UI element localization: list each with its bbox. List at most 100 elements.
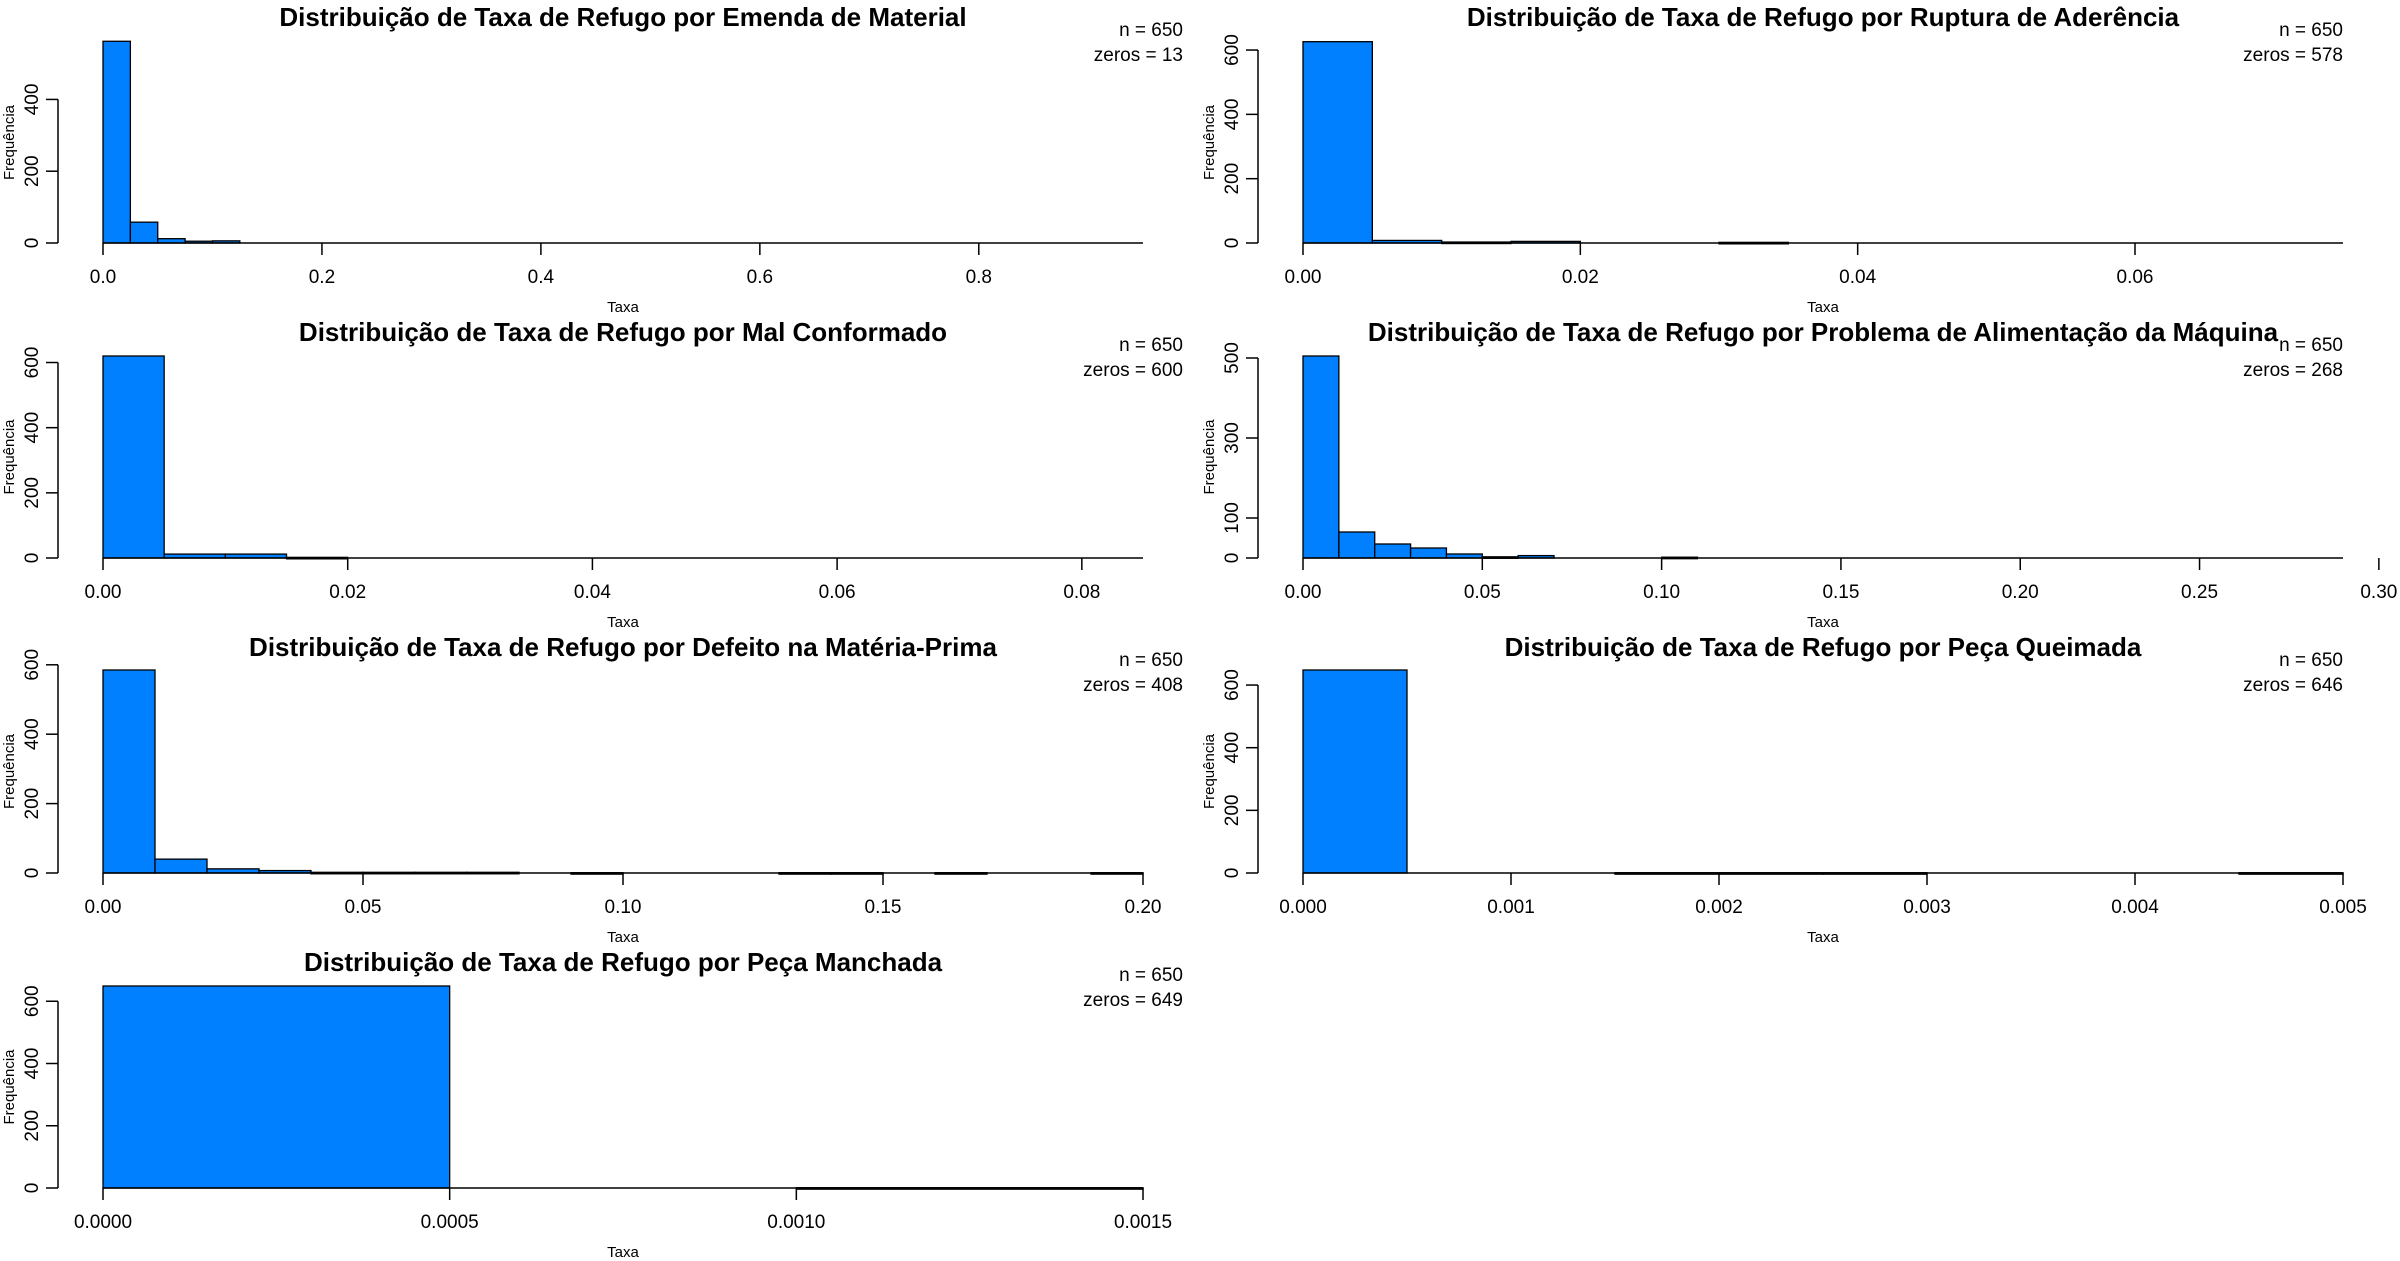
histogram-bar	[102, 985, 451, 1189]
x-tick-label: 0.003	[1903, 897, 1951, 918]
summary-annotation: n = 650	[1119, 335, 1183, 356]
x-tick-label: 0.001	[1487, 897, 1535, 918]
x-tick-label: 0.0005	[421, 1212, 479, 1233]
x-tick-label: 0.30	[2360, 582, 2397, 603]
histogram-panel-1: Distribuição de Taxa de Refugo por Emend…	[1, 2, 1183, 316]
histogram-bar	[1302, 355, 1340, 559]
chart-title: Distribuição de Taxa de Refugo por Emend…	[279, 2, 966, 32]
histogram-bar	[1374, 543, 1412, 559]
x-tick-label: 0.02	[329, 582, 366, 603]
y-tick-label: 100	[1222, 502, 1243, 534]
y-tick-label: 600	[22, 347, 43, 379]
histogram-bar	[1338, 531, 1376, 559]
summary-annotation: n = 650	[2279, 650, 2343, 671]
histogram-bar	[102, 40, 132, 244]
summary-annotation: zeros = 649	[1083, 990, 1183, 1011]
x-tick-label: 0.06	[2117, 267, 2154, 288]
y-axis-label: Frequência	[1201, 419, 1218, 495]
summary-annotation: n = 650	[2279, 20, 2343, 41]
x-tick-label: 0.002	[1695, 897, 1743, 918]
summary-annotation: n = 650	[1119, 965, 1183, 986]
x-tick-label: 0.10	[605, 897, 642, 918]
y-axis-label: Frequência	[1, 1049, 18, 1125]
histogram-bar	[1409, 547, 1448, 559]
histogram-panel-2: Distribuição de Taxa de Refugo por Ruptu…	[1201, 2, 2343, 316]
x-tick-label: 0.05	[345, 897, 382, 918]
y-tick-label: 200	[1222, 794, 1243, 826]
y-tick-label: 0	[22, 868, 43, 879]
summary-annotation: n = 650	[1119, 20, 1183, 41]
x-tick-label: 0.00	[1285, 582, 1322, 603]
summary-annotation: zeros = 600	[1083, 360, 1183, 381]
x-axis-label: Taxa	[607, 929, 639, 946]
chart-title: Distribuição de Taxa de Refugo por Peça …	[1505, 632, 2142, 662]
y-tick-label: 600	[22, 649, 43, 681]
y-tick-label: 400	[1222, 99, 1243, 131]
x-tick-label: 0.005	[2319, 897, 2367, 918]
x-tick-label: 0.25	[2181, 582, 2218, 603]
x-tick-label: 0.0015	[1114, 1212, 1172, 1233]
x-tick-label: 0.05	[1464, 582, 1501, 603]
x-tick-label: 0.15	[1822, 582, 1859, 603]
histogram-bar	[154, 858, 208, 874]
x-tick-label: 0.04	[1839, 267, 1876, 288]
y-tick-label: 600	[1222, 34, 1243, 66]
histogram-panel-6: Distribuição de Taxa de Refugo por Peça …	[1201, 632, 2367, 946]
x-tick-label: 0.6	[747, 267, 773, 288]
y-tick-label: 0	[1222, 238, 1243, 249]
x-tick-label: 0.10	[1643, 582, 1680, 603]
chart-title: Distribuição de Taxa de Refugo por Mal C…	[299, 317, 947, 347]
summary-annotation: n = 650	[1119, 650, 1183, 671]
x-tick-label: 0.000	[1279, 897, 1327, 918]
summary-annotation: zeros = 646	[2243, 675, 2343, 696]
x-tick-label: 0.8	[966, 267, 992, 288]
x-tick-label: 0.20	[1125, 897, 1162, 918]
y-tick-label: 0	[1222, 868, 1243, 879]
y-tick-label: 0	[22, 1183, 43, 1194]
x-tick-label: 0.4	[528, 267, 555, 288]
x-tick-label: 0.0000	[74, 1212, 132, 1233]
histogram-bar	[102, 355, 165, 559]
y-tick-label: 300	[1222, 422, 1243, 454]
y-tick-label: 200	[22, 477, 43, 509]
summary-annotation: n = 650	[2279, 335, 2343, 356]
chart-title: Distribuição de Taxa de Refugo por Defei…	[249, 632, 997, 662]
x-tick-label: 0.004	[2111, 897, 2159, 918]
y-axis-label: Frequência	[1, 104, 18, 180]
x-tick-label: 0.00	[85, 897, 122, 918]
y-tick-label: 0	[22, 238, 43, 249]
summary-annotation: zeros = 13	[1094, 45, 1183, 66]
x-tick-label: 0.0	[90, 267, 116, 288]
y-axis-label: Frequência	[1, 733, 18, 809]
x-axis-label: Taxa	[607, 1244, 639, 1261]
y-tick-label: 200	[22, 155, 43, 187]
x-tick-label: 0.2	[309, 267, 335, 288]
y-tick-label: 0	[22, 553, 43, 564]
y-tick-label: 400	[22, 412, 43, 444]
histogram-panel-7: Distribuição de Taxa de Refugo por Peça …	[1, 947, 1183, 1261]
x-tick-label: 0.00	[85, 582, 122, 603]
x-axis-label: Taxa	[1807, 929, 1839, 946]
x-tick-label: 0.00	[1285, 267, 1322, 288]
y-axis-label: Frequência	[1, 419, 18, 495]
x-tick-label: 0.06	[819, 582, 856, 603]
histogram-bar	[129, 221, 159, 244]
x-tick-label: 0.08	[1063, 582, 1100, 603]
chart-title: Distribuição de Taxa de Refugo por Ruptu…	[1467, 2, 2180, 32]
y-tick-label: 200	[22, 1110, 43, 1142]
y-tick-label: 200	[22, 788, 43, 820]
x-tick-label: 0.0010	[767, 1212, 825, 1233]
x-tick-label: 0.15	[865, 897, 902, 918]
histogram-bar	[1302, 669, 1408, 874]
x-axis-label: Taxa	[1807, 299, 1839, 316]
y-tick-label: 500	[1222, 342, 1243, 374]
y-tick-label: 600	[22, 985, 43, 1017]
summary-annotation: zeros = 408	[1083, 675, 1183, 696]
summary-annotation: zeros = 268	[2243, 360, 2343, 381]
x-tick-label: 0.02	[1562, 267, 1599, 288]
x-axis-label: Taxa	[1807, 614, 1839, 631]
chart-title: Distribuição de Taxa de Refugo por Probl…	[1368, 317, 2279, 347]
x-tick-label: 0.04	[574, 582, 611, 603]
y-axis-label: Frequência	[1201, 733, 1218, 809]
chart-title: Distribuição de Taxa de Refugo por Peça …	[304, 947, 943, 977]
